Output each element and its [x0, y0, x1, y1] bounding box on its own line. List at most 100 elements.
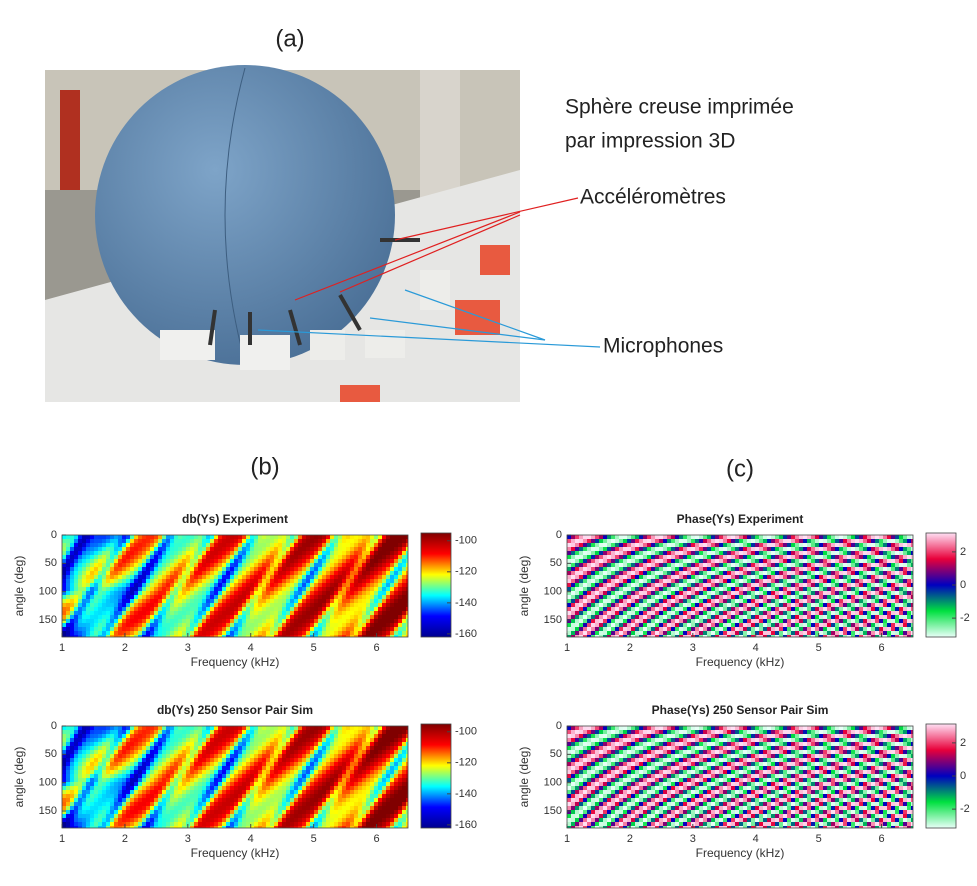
heatmap-cell: [226, 591, 230, 595]
heatmap-cell: [62, 543, 66, 547]
heatmap-cell: [126, 607, 130, 611]
heatmap-cell: [619, 563, 623, 567]
heatmap-cell: [394, 607, 398, 611]
heatmap-cell: [274, 770, 278, 774]
heatmap-cell: [194, 790, 198, 794]
heatmap-cell: [66, 738, 70, 742]
heatmap-cell: [234, 611, 238, 615]
heatmap-cell: [619, 547, 623, 551]
heatmap-cell: [258, 631, 262, 635]
heatmap-cell: [374, 535, 378, 539]
heatmap-cell: [374, 567, 378, 571]
heatmap-cell: [66, 826, 70, 828]
heatmap-cell: [158, 583, 162, 587]
heatmap-cell: [142, 635, 146, 637]
heatmap-cell: [210, 575, 214, 579]
heatmap-cell: [623, 539, 627, 543]
heatmap-cell: [402, 571, 406, 575]
heatmap-cell: [62, 822, 66, 826]
heatmap-cell: [354, 822, 358, 826]
heatmap-cell: [334, 539, 338, 543]
heatmap-cell: [294, 607, 298, 611]
heatmap-cell: [62, 611, 66, 615]
heatmap-cell: [222, 631, 226, 635]
heatmap-cell: [386, 543, 390, 547]
heatmap-cell: [378, 623, 382, 627]
heatmap-cell: [406, 551, 408, 555]
heatmap-cell: [350, 579, 354, 583]
heatmap-cell: [166, 575, 170, 579]
heatmap-cell: [258, 551, 262, 555]
heatmap-cell: [366, 802, 370, 806]
heatmap-cell: [122, 583, 126, 587]
heatmap-cell: [238, 802, 242, 806]
heatmap-cell: [575, 551, 579, 555]
heatmap-cell: [246, 603, 250, 607]
heatmap-cell: [290, 774, 294, 778]
heatmap-cell: [290, 559, 294, 563]
heatmap-cell: [222, 543, 226, 547]
heatmap-cell: [98, 762, 102, 766]
heatmap-cell: [354, 587, 358, 591]
heatmap-cell: [238, 726, 242, 730]
heatmap-cell: [106, 782, 110, 786]
heatmap-cell: [86, 814, 90, 818]
heatmap-cell: [226, 567, 230, 571]
heatmap-cell: [186, 567, 190, 571]
heatmap-cell: [162, 758, 166, 762]
heatmap-cell: [346, 623, 350, 627]
heatmap-cell: [342, 798, 346, 802]
heatmap-cell: [182, 782, 186, 786]
heatmap-cell: [174, 770, 178, 774]
heatmap-cell: [603, 591, 607, 595]
heatmap-cell: [406, 802, 408, 806]
heatmap-cell: [246, 770, 250, 774]
heatmap-cell: [306, 802, 310, 806]
heatmap-cell: [110, 798, 114, 802]
heatmap-cell: [575, 631, 579, 635]
heatmap-cell: [599, 599, 603, 603]
heatmap-cell: [218, 798, 222, 802]
heatmap-cell: [122, 742, 126, 746]
heatmap-cell: [78, 551, 82, 555]
heatmap-cell: [370, 798, 374, 802]
heatmap-cell: [154, 587, 158, 591]
heatmap-cell: [354, 734, 358, 738]
heatmap-cell: [94, 535, 98, 539]
heatmap-cell: [194, 635, 198, 637]
heatmap-cell: [382, 563, 386, 567]
heatmap-cell: [354, 798, 358, 802]
heatmap-cell: [254, 822, 258, 826]
heatmap-cell: [330, 822, 334, 826]
heatmap-cell: [286, 611, 290, 615]
heatmap-cell: [82, 798, 86, 802]
heatmap-cell: [611, 611, 615, 615]
heatmap-cell: [182, 826, 186, 828]
heatmap-cell: [170, 750, 174, 754]
heatmap-cell: [78, 623, 82, 627]
heatmap-cell: [138, 619, 142, 623]
heatmap-cell: [246, 802, 250, 806]
heatmap-cell: [134, 770, 138, 774]
heatmap-cell: [82, 587, 86, 591]
heatmap-cell: [222, 762, 226, 766]
heatmap-cell: [206, 619, 210, 623]
heatmap-cell: [174, 555, 178, 559]
heatmap-cell: [90, 599, 94, 603]
heatmap-cell: [278, 547, 282, 551]
heatmap-cell: [62, 591, 66, 595]
heatmap-cell: [334, 754, 338, 758]
heatmap-cell: [326, 734, 330, 738]
heatmap-cell: [126, 746, 130, 750]
heatmap-cell: [262, 547, 266, 551]
heatmap-cell: [170, 754, 174, 758]
heatmap-cell: [194, 766, 198, 770]
heatmap-cell: [398, 734, 402, 738]
heatmap-cell: [170, 810, 174, 814]
heatmap-cell: [66, 782, 70, 786]
heatmap-cell: [70, 591, 74, 595]
heatmap-cell: [350, 603, 354, 607]
heatmap-cell: [186, 794, 190, 798]
heatmap-cell: [238, 631, 242, 635]
heatmap-cell: [206, 535, 210, 539]
